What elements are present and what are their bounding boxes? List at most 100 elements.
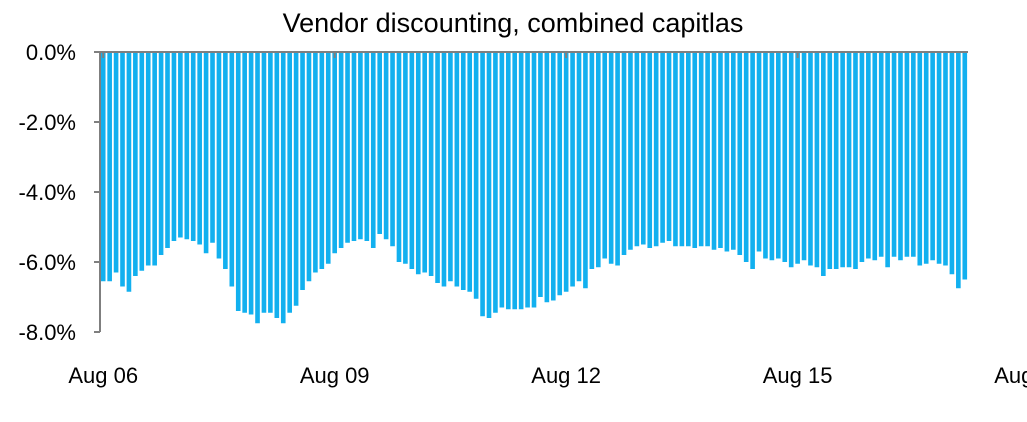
bar [313,52,318,273]
bar [557,52,563,296]
bar [396,52,402,262]
bar [750,52,755,269]
bar [653,52,659,247]
bar [525,52,530,308]
y-tick-label: -8.0% [19,320,76,345]
bar [911,52,916,257]
bar [724,52,730,252]
bar [306,52,312,282]
bar [769,52,775,261]
bar [628,52,633,250]
bar [364,52,370,241]
bar [763,52,768,259]
bar [293,52,299,306]
bar [718,52,723,248]
bar [505,52,511,310]
bar [377,52,382,234]
bar [261,52,267,313]
bar [403,52,408,264]
bar [550,52,556,301]
bar [248,52,254,315]
bar [563,52,569,292]
bar [242,52,247,313]
bar [332,52,337,254]
bar [634,52,640,247]
y-tick-label: -4.0% [19,180,76,205]
chart-title: Vendor discounting, combined capitlas [283,8,744,38]
bar [833,52,839,269]
bar [338,52,344,248]
y-tick-label: -2.0% [19,110,76,135]
x-tick-label: Aug 12 [531,363,601,388]
bar [936,52,942,264]
bar [756,52,762,252]
bar [801,52,807,261]
bar [698,52,704,247]
bar [949,52,955,275]
bar [467,52,473,292]
bar [351,52,357,241]
bar [885,52,890,268]
bar [435,52,440,283]
bar [615,52,620,266]
bar [898,52,903,261]
bar [840,52,845,268]
x-tick-label: Aug 15 [763,363,833,388]
y-tick-label: 0.0% [26,40,76,65]
bar [788,52,794,268]
bar [268,52,273,313]
bar [956,52,961,289]
bar [737,52,743,255]
x-axis-ticks: Aug 06 Aug 09 Aug 12 Aug 15 Aug 18 [68,52,1027,388]
bar [679,52,685,247]
bar [441,52,447,287]
bar [576,52,582,282]
bar [210,52,215,243]
bar [776,52,781,259]
bar [235,52,241,311]
bar [409,52,415,269]
bar [319,52,325,269]
bar [666,52,672,241]
bar [853,52,858,269]
bar [923,52,929,264]
x-tick-label: Aug 06 [68,363,138,388]
bar [795,52,800,264]
bar [589,52,595,269]
bar [133,52,138,276]
x-tick-label: Aug 09 [300,363,370,388]
bar-series [100,52,968,324]
bar [120,52,125,287]
bar [390,52,395,247]
bar [499,52,505,308]
bar [608,52,614,264]
bar [171,52,177,241]
bar [383,52,389,240]
bar [814,52,820,268]
bar [859,52,865,262]
bar [178,52,183,238]
bar [583,52,588,289]
bar [595,52,601,268]
bar [325,52,331,264]
bar [866,52,871,259]
bar [640,52,646,245]
y-axis-ticks: 0.0% -2.0% -4.0% -6.0% -8.0% [19,40,100,345]
bar [460,52,466,290]
bar [673,52,678,247]
bar [647,52,653,248]
bar [184,52,190,240]
bar [139,52,145,271]
x-tick-label: Aug 18 [994,363,1027,388]
bar [891,52,897,257]
bar [518,52,524,310]
bar [448,52,453,282]
bar [287,52,292,313]
bar [917,52,923,266]
bar [962,52,968,280]
bar [621,52,627,255]
bar [846,52,852,268]
y-tick-label: -6.0% [19,250,76,275]
bar [808,52,813,266]
bar [165,52,170,248]
